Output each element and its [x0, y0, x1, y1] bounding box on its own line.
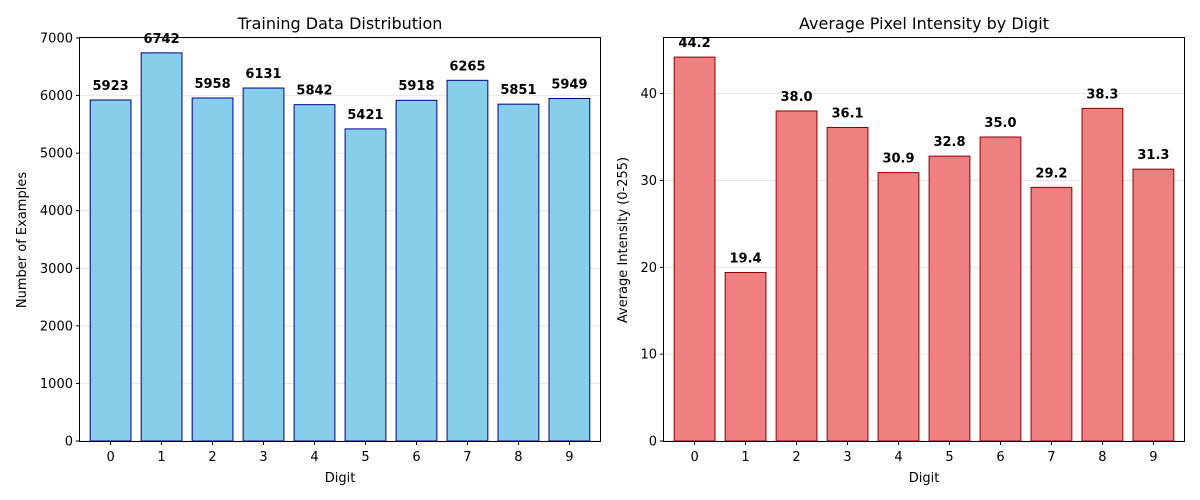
x-axis-label: Digit: [909, 471, 940, 486]
bar: [724, 272, 767, 442]
x-tick-label: 3: [259, 450, 267, 465]
bar: [89, 99, 132, 442]
data-label: 5918: [398, 79, 434, 94]
bar: [497, 103, 540, 442]
plot-frame: [79, 37, 601, 442]
data-label: 5923: [92, 79, 128, 94]
y-tick-label: 0: [649, 435, 657, 450]
data-label: 5842: [296, 84, 332, 99]
data-label: 35.0: [984, 116, 1016, 131]
data-label: 36.1: [831, 106, 863, 121]
y-tick-label: 4000: [40, 204, 73, 219]
plot-frame: [663, 37, 1185, 442]
bars: [89, 52, 591, 442]
y-axis-label: Average Intensity (0-255): [616, 157, 631, 323]
data-label: 19.4: [730, 251, 762, 266]
bar: [548, 98, 591, 442]
data-label: 31.3: [1137, 148, 1169, 163]
y-tick-label: 5000: [40, 147, 73, 162]
y-tick-label: 20: [640, 261, 657, 276]
x-ticks: 0 1 2 3 4 5 6 7 8 9: [106, 441, 574, 465]
bar: [1081, 107, 1124, 442]
chart-pixel-intensity: Average Pixel Intensity by Digit 44.2 19.…: [616, 14, 1185, 486]
y-tick-label: 10: [640, 348, 657, 363]
y-ticks: 0 10 20 30 40: [640, 87, 664, 450]
bar: [928, 155, 971, 442]
x-tick-label: 1: [157, 450, 165, 465]
bar: [191, 97, 234, 442]
bar: [395, 99, 438, 442]
bar: [242, 87, 285, 442]
data-label: 5958: [194, 77, 230, 92]
y-tick-label: 40: [640, 87, 657, 102]
y-tick-label: 6000: [40, 89, 73, 104]
data-label: 30.9: [882, 152, 914, 167]
x-ticks: 0 1 2 3 4 5 6 7 8 9: [690, 441, 1158, 465]
bar: [446, 79, 489, 442]
data-labels: 44.2 19.4 38.0 36.1 30.9 32.8 35.0 29.2 38.3 31.3: [679, 36, 1170, 266]
data-label: 29.2: [1035, 166, 1067, 181]
chart-title: Training Data Distribution: [237, 14, 443, 33]
bars: [673, 56, 1175, 442]
data-label: 6742: [143, 32, 179, 47]
y-axis-label: Number of Examples: [15, 172, 30, 308]
x-tick-label: 7: [463, 450, 471, 465]
data-label: 32.8: [933, 135, 965, 150]
bar: [979, 136, 1022, 442]
x-tick-label: 4: [894, 450, 902, 465]
y-tick-label: 7000: [40, 32, 73, 47]
bar: [1132, 168, 1175, 442]
chart-title: Average Pixel Intensity by Digit: [799, 14, 1049, 33]
bar: [1030, 186, 1073, 442]
y-tick-label: 2000: [40, 319, 73, 334]
data-label: 5851: [500, 83, 536, 98]
bar: [775, 110, 818, 442]
x-tick-label: 6: [996, 450, 1004, 465]
x-tick-label: 2: [792, 450, 800, 465]
data-labels: 5923 6742 5958 6131 5842 5421 5918 6265 5851 5949: [92, 32, 587, 123]
bar: [673, 56, 716, 442]
y-tick-label: 30: [640, 174, 657, 189]
bar: [826, 126, 869, 442]
bar: [344, 128, 387, 442]
x-tick-label: 9: [1149, 450, 1157, 465]
data-label: 6131: [245, 67, 281, 82]
y-tick-label: 1000: [40, 377, 73, 392]
y-ticks: 0 1000 2000 3000 4000 5000 6000 7000: [40, 32, 80, 450]
bar: [877, 172, 920, 442]
x-tick-label: 5: [361, 450, 369, 465]
data-label: 6265: [449, 59, 485, 74]
data-label: 44.2: [679, 36, 711, 51]
chart-training-distribution: Training Data Distribution 5923674259586…: [15, 14, 601, 486]
x-tick-label: 7: [1047, 450, 1055, 465]
x-tick-label: 0: [106, 450, 114, 465]
x-axis-label: Digit: [325, 471, 356, 486]
y-tick-label: 3000: [40, 262, 73, 277]
data-label: 5421: [347, 108, 383, 123]
y-tick-label: 0: [65, 435, 73, 450]
x-tick-label: 6: [412, 450, 420, 465]
x-tick-label: 5: [945, 450, 953, 465]
data-label: 5949: [551, 77, 587, 92]
bar: [140, 52, 183, 442]
x-tick-label: 4: [310, 450, 318, 465]
x-tick-label: 8: [1098, 450, 1106, 465]
bar: [293, 104, 336, 442]
data-label: 38.0: [781, 90, 813, 105]
x-tick-label: 1: [741, 450, 749, 465]
x-tick-label: 8: [514, 450, 522, 465]
x-tick-label: 9: [565, 450, 573, 465]
x-tick-label: 3: [843, 450, 851, 465]
x-tick-label: 2: [208, 450, 216, 465]
x-tick-label: 0: [690, 450, 698, 465]
data-label: 38.3: [1086, 87, 1118, 102]
